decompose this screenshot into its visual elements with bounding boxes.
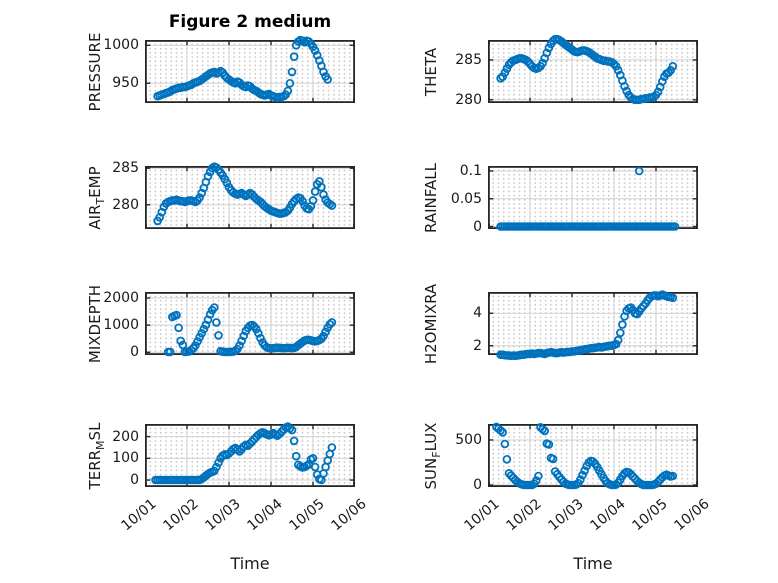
- subplot-sun-flux: SUNFLUX 0 500 10/01 10/02 10/03 10/04 10/05 10/0…: [422, 422, 712, 534]
- plot-area-theta: [487, 34, 698, 105]
- y-tick-label-mixdepth-1000: 1000: [103, 317, 139, 334]
- axes-box: [487, 165, 698, 230]
- subplot-rainfall: RAINFALL 0 0.05 0.1: [422, 163, 698, 235]
- x-tick-wrap: 10/06: [582, 493, 712, 534]
- y-tick-label-pressure-950: 950: [112, 75, 139, 92]
- y-axis-label-theta: THETA: [422, 47, 440, 95]
- y-axis-label-sun-flux: SUNFLUX: [422, 422, 443, 489]
- y-axis-label-terr-msl: TERRMSL: [86, 422, 107, 489]
- y-tick-label-rainfall-0.05: 0.05: [450, 190, 482, 207]
- major-gridlines: [145, 40, 355, 103]
- plot-area-sun-flux: [487, 422, 698, 490]
- y-axis-label-rainfall: RAINFALL: [422, 163, 440, 233]
- figure-title: Figure 2 medium: [168, 12, 332, 32]
- y-axis-label-subscript: F: [429, 450, 443, 458]
- plot-area-mixdepth: [144, 291, 355, 357]
- data-points-pressure: [153, 35, 333, 102]
- y-tick-label-mixdepth-2000: 2000: [103, 290, 139, 306]
- major-gridlines: [488, 292, 698, 355]
- subplot-pressure: PRESSURE 950 1000: [86, 32, 355, 111]
- plot-area-h2omixra: [487, 290, 698, 361]
- subplot-air-temp: AIRTEMP 280 285: [86, 160, 355, 230]
- axes-box: [144, 165, 355, 230]
- y-tick-label-air-temp-280: 280: [112, 196, 139, 213]
- y-axis-label-text: AIR: [86, 204, 104, 230]
- subplot-h2omixra: H2OMIXRA 2 4: [422, 283, 698, 364]
- y-axis-label-air-temp: AIRTEMP: [86, 165, 107, 230]
- axes-box: [144, 39, 355, 104]
- plot-area-pressure: [144, 35, 355, 104]
- plot-area-rainfall: [487, 165, 698, 231]
- plot-area-terr-msl: [144, 422, 355, 488]
- y-axis-label-text: TERR: [86, 449, 104, 489]
- y-tick-label-theta-280: 280: [455, 91, 482, 108]
- y-tick-label-rainfall-0.1: 0.1: [459, 163, 482, 179]
- y-tick-label-terr-msl-0: 0: [130, 472, 139, 488]
- y-axis-label-mixdepth: MIXDEPTH: [86, 284, 104, 362]
- data-points-terr-msl: [151, 422, 337, 485]
- major-gridlines: [488, 166, 698, 229]
- subplot-theta: THETA 280 285: [422, 34, 698, 108]
- data-points-air-temp: [153, 162, 337, 226]
- y-axis-label-text: THETA: [422, 47, 440, 96]
- axes-box: [487, 39, 698, 104]
- y-axis-label-subscript: T: [93, 197, 107, 205]
- x-axis-label-right: Time: [573, 554, 613, 573]
- y-axis-label-text: LUX: [422, 422, 440, 451]
- y-axis-label-text: H2OMIXRA: [422, 283, 440, 364]
- x-tick-label-10-06: 10/06: [328, 496, 370, 535]
- data-points-theta: [496, 34, 678, 105]
- axes-box: [144, 423, 355, 488]
- y-tick-label-rainfall-0: 0: [473, 218, 482, 235]
- y-tick-label-air-temp-285: 285: [112, 160, 139, 177]
- data-points-rainfall: [496, 166, 680, 231]
- y-tick-label-h2omixra-4: 4: [473, 305, 482, 322]
- data-points-h2omixra: [496, 290, 678, 361]
- y-tick-label-terr-msl-200: 200: [112, 428, 139, 445]
- y-axis-label-text: MIXDEPTH: [86, 284, 104, 363]
- y-axis-label-text: SUN: [422, 457, 440, 489]
- x-axis-label-left: Time: [230, 554, 270, 573]
- y-tick-label-mixdepth-0: 0: [130, 344, 139, 361]
- y-tick-label-sun-flux-0: 0: [473, 477, 482, 493]
- y-axis-label-text: SL: [86, 422, 104, 440]
- y-axis-label-text: EMP: [86, 165, 104, 198]
- y-tick-label-theta-285: 285: [455, 51, 482, 68]
- y-axis-label-text: RAINFALL: [422, 162, 440, 233]
- data-points-mixdepth: [163, 303, 337, 357]
- subplot-mixdepth: MIXDEPTH 0 1000 2000: [86, 284, 355, 363]
- major-gridlines: [488, 40, 698, 103]
- y-axis-label-text: PRESSURE: [86, 32, 104, 111]
- x-tick-wrap: 10/06: [239, 493, 369, 534]
- y-axis-label-h2omixra: H2OMIXRA: [422, 283, 440, 363]
- y-tick-label-h2omixra-2: 2: [473, 337, 482, 354]
- y-axis-label-pressure: PRESSURE: [86, 32, 104, 111]
- x-tick-label-10-06: 10/06: [671, 496, 713, 535]
- y-tick-label-sun-flux-500: 500: [455, 432, 482, 448]
- plot-area-air-temp: [144, 162, 355, 230]
- major-gridlines: [145, 424, 355, 487]
- subplot-terr-msl: TERRMSL 0 100 200 10/01 10/02 10/03 10/04 10/05 1…: [86, 422, 369, 534]
- y-axis-label-subscript: M: [93, 439, 107, 450]
- y-tick-label-pressure-1000: 1000: [103, 37, 139, 54]
- data-points-sun-flux: [492, 422, 678, 490]
- y-tick-label-terr-msl-100: 100: [112, 450, 139, 467]
